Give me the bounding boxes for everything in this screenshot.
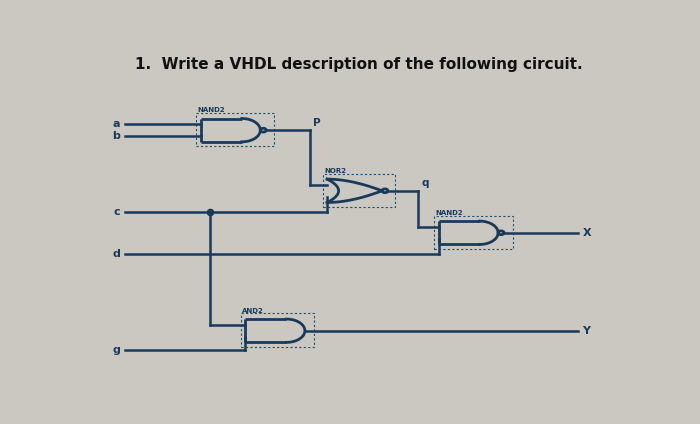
Bar xyxy=(434,215,513,249)
Text: P: P xyxy=(314,118,321,128)
Text: d: d xyxy=(112,249,120,259)
Text: 1.  Write a VHDL description of the following circuit.: 1. Write a VHDL description of the follo… xyxy=(135,57,582,73)
Text: q: q xyxy=(421,179,428,189)
Text: AND2: AND2 xyxy=(242,308,264,314)
Bar xyxy=(241,313,314,347)
Bar xyxy=(323,173,395,207)
Bar xyxy=(197,113,274,146)
Text: Y: Y xyxy=(582,326,590,336)
Text: g: g xyxy=(112,345,120,355)
Text: NOR2: NOR2 xyxy=(324,168,346,174)
Text: NAND2: NAND2 xyxy=(198,107,225,113)
Text: b: b xyxy=(112,131,120,141)
Text: a: a xyxy=(113,119,120,129)
Text: NAND2: NAND2 xyxy=(435,210,463,216)
Text: X: X xyxy=(582,228,591,238)
Text: c: c xyxy=(113,207,120,217)
